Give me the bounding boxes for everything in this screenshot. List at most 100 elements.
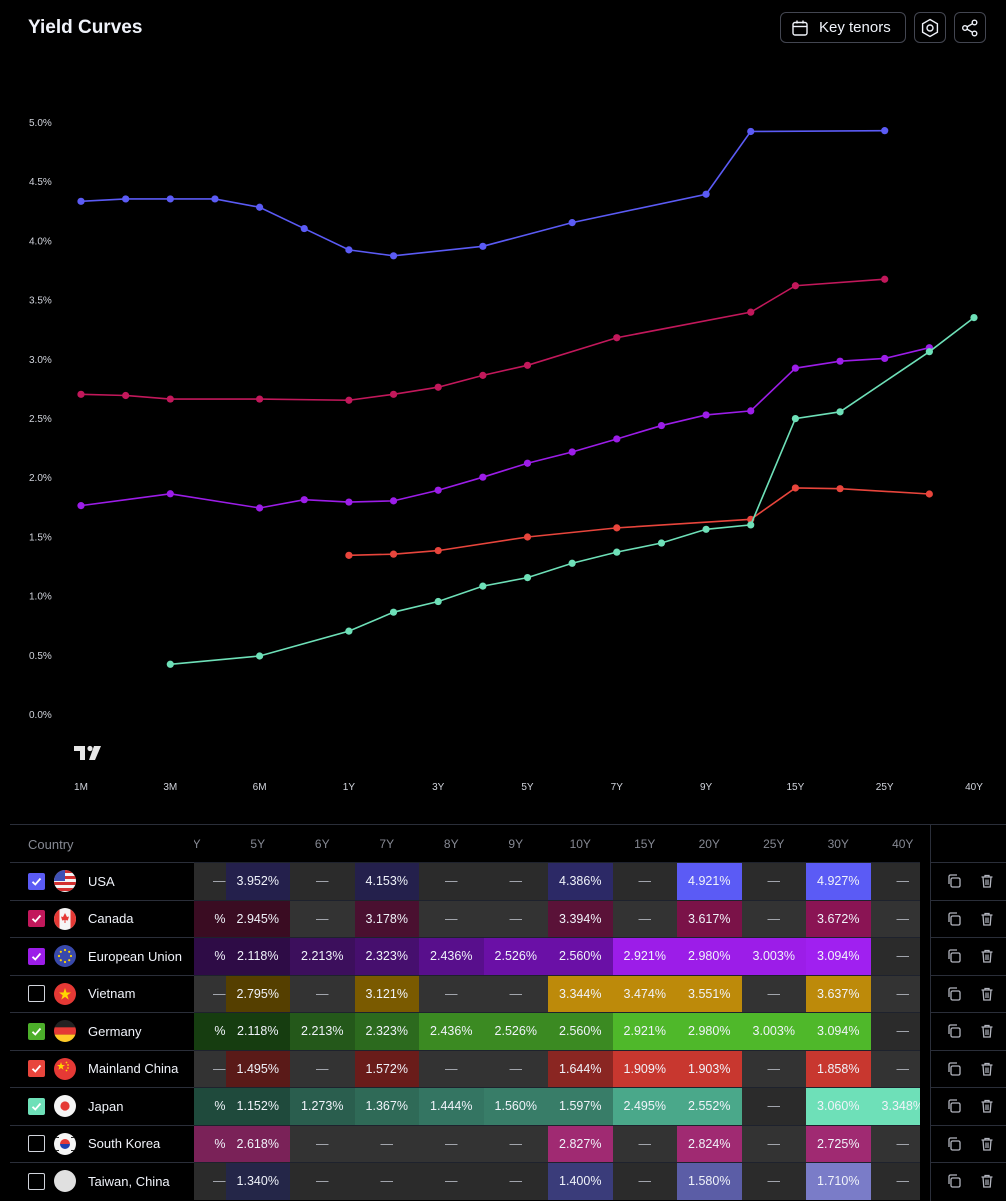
yield-cell[interactable]: % — [194, 937, 226, 975]
series-point[interactable] — [434, 597, 442, 606]
trash-icon[interactable] — [979, 1023, 995, 1039]
country-row[interactable]: USA — [10, 862, 194, 900]
yield-cell[interactable]: — — [483, 899, 548, 937]
series-point[interactable] — [881, 275, 889, 283]
series-point[interactable] — [345, 627, 353, 635]
yield-cell[interactable]: — — [483, 1124, 548, 1162]
series-point[interactable] — [77, 390, 85, 398]
series-point[interactable] — [523, 533, 532, 541]
copy-icon[interactable] — [946, 873, 962, 889]
series-point[interactable] — [523, 361, 532, 369]
series-point[interactable] — [479, 473, 487, 481]
column-header[interactable]: 9Y — [508, 837, 524, 851]
yield-cell[interactable]: — — [741, 1049, 806, 1087]
series-point[interactable] — [345, 246, 353, 254]
yield-cell[interactable]: 3.344% — [548, 974, 613, 1012]
trash-icon[interactable] — [979, 1173, 995, 1189]
series-point[interactable] — [434, 486, 442, 494]
series-point[interactable] — [389, 550, 398, 558]
yield-cell[interactable]: — — [290, 974, 355, 1012]
series-point[interactable] — [523, 459, 532, 467]
yield-cell[interactable]: 3.178% — [354, 899, 419, 937]
series-point[interactable] — [925, 490, 933, 498]
yield-cell[interactable]: — — [290, 1124, 355, 1162]
yield-cell[interactable]: — — [290, 899, 355, 937]
yield-cell[interactable]: — — [354, 1162, 419, 1200]
series-point[interactable] — [479, 242, 487, 250]
series-point[interactable] — [166, 660, 174, 668]
yield-cell[interactable]: — — [612, 1124, 677, 1162]
yield-cell[interactable]: — — [194, 862, 226, 900]
series-point[interactable] — [256, 203, 264, 211]
series-point[interactable] — [77, 502, 85, 510]
yield-cell[interactable]: 2.795% — [225, 974, 290, 1012]
country-row[interactable]: Japan — [10, 1087, 194, 1125]
country-checkbox[interactable] — [28, 1172, 45, 1190]
column-header[interactable]: 7Y — [379, 837, 395, 851]
yield-cell[interactable]: 3.348% — [870, 1087, 920, 1125]
country-checkbox[interactable] — [28, 910, 45, 928]
country-checkbox[interactable] — [28, 1135, 45, 1153]
yield-cell[interactable]: — — [290, 862, 355, 900]
series-point[interactable] — [747, 521, 755, 529]
yield-cell[interactable]: 2.526% — [483, 937, 548, 975]
trash-icon[interactable] — [979, 1098, 995, 1114]
series-point[interactable] — [881, 354, 889, 363]
yield-cell[interactable]: 1.580% — [677, 1162, 742, 1200]
yield-cell[interactable]: 2.495% — [612, 1087, 677, 1125]
yield-cell[interactable]: 1.495% — [225, 1049, 290, 1087]
yield-cell[interactable]: — — [419, 862, 484, 900]
country-checkbox[interactable] — [28, 872, 45, 890]
yield-cell[interactable]: 1.572% — [354, 1049, 419, 1087]
column-header[interactable]: 15Y — [634, 837, 656, 851]
yield-cell[interactable]: 2.618% — [225, 1124, 290, 1162]
series-point[interactable] — [657, 539, 666, 547]
country-row[interactable]: Canada — [10, 899, 194, 938]
series-point[interactable] — [881, 127, 889, 135]
series-point[interactable] — [122, 391, 130, 400]
trash-icon[interactable] — [979, 1061, 995, 1077]
column-header[interactable]: 40Y — [892, 837, 914, 851]
yield-cell[interactable]: 2.213% — [290, 1012, 355, 1050]
yield-cell[interactable]: — — [870, 1012, 920, 1050]
yield-cell[interactable]: 2.560% — [548, 937, 613, 975]
column-header[interactable]: 25Y — [763, 837, 785, 851]
series-point[interactable] — [613, 548, 621, 556]
settings-button[interactable] — [914, 12, 946, 43]
yield-cell[interactable]: — — [870, 974, 920, 1012]
series-point[interactable] — [747, 308, 755, 316]
series-point[interactable] — [613, 334, 621, 342]
yield-cell[interactable]: — — [483, 974, 548, 1012]
series-point[interactable] — [657, 421, 666, 430]
yield-cell[interactable]: 3.003% — [741, 937, 806, 975]
series-point[interactable] — [300, 496, 308, 504]
yield-cell[interactable]: % — [194, 899, 226, 937]
yield-cell[interactable]: — — [194, 1049, 226, 1087]
column-header[interactable]: 5Y — [250, 837, 266, 851]
yield-cell[interactable]: 3.952% — [225, 862, 290, 900]
yield-cell[interactable]: 3.637% — [806, 974, 871, 1012]
yield-cell[interactable]: 1.340% — [225, 1162, 290, 1200]
copy-icon[interactable] — [946, 986, 962, 1002]
yield-cell[interactable]: 1.152% — [225, 1087, 290, 1125]
series-point[interactable] — [568, 559, 576, 567]
yield-cell[interactable]: 3.474% — [612, 974, 677, 1012]
yield-cell[interactable]: 2.824% — [677, 1124, 742, 1162]
series-point[interactable] — [791, 414, 800, 423]
yield-cell[interactable]: — — [194, 974, 226, 1012]
yield-cell[interactable]: 1.909% — [612, 1049, 677, 1087]
country-checkbox[interactable] — [28, 1097, 45, 1115]
copy-icon[interactable] — [946, 948, 962, 964]
series-point[interactable] — [925, 348, 933, 356]
series-point[interactable] — [256, 395, 264, 403]
series-point[interactable] — [836, 357, 844, 365]
yield-cell[interactable]: 2.921% — [612, 1012, 677, 1050]
column-header[interactable]: 6Y — [314, 837, 330, 851]
yield-cell[interactable]: — — [870, 899, 920, 937]
yield-cell[interactable]: 1.367% — [354, 1087, 419, 1125]
trash-icon[interactable] — [979, 911, 995, 927]
yield-cell[interactable]: 1.560% — [483, 1087, 548, 1125]
yield-cell[interactable]: 3.551% — [677, 974, 742, 1012]
yield-cell[interactable]: — — [870, 862, 920, 900]
column-header[interactable]: 20Y — [698, 837, 720, 851]
